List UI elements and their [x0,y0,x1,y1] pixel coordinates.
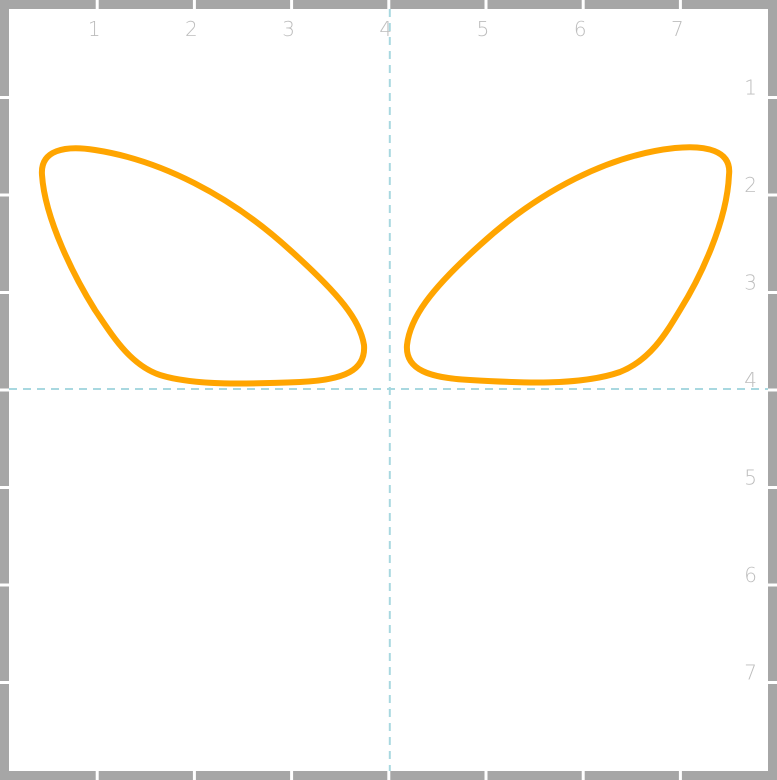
y-tick-label: 6 [744,563,757,587]
x-tick-label: 3 [282,17,295,41]
x-tick-label: 6 [574,17,587,41]
x-axis-labels: 1 2 3 4 5 6 7 [88,17,684,41]
left-wing-shape [38,145,368,387]
x-tick-label: 2 [185,17,198,41]
right-wing-shape [403,144,733,386]
y-tick-label: 4 [744,368,757,392]
x-tick-label: 7 [671,17,684,41]
x-tick-label: 5 [477,17,490,41]
y-tick-label: 5 [744,466,757,490]
x-tick-label: 4 [379,17,392,41]
y-tick-label: 1 [744,76,757,100]
y-tick-label: 3 [744,271,757,295]
y-tick-label: 2 [744,173,757,197]
y-tick-label: 7 [744,661,757,685]
x-tick-label: 1 [88,17,101,41]
y-axis-labels: 1 2 3 4 5 6 7 [744,76,757,685]
